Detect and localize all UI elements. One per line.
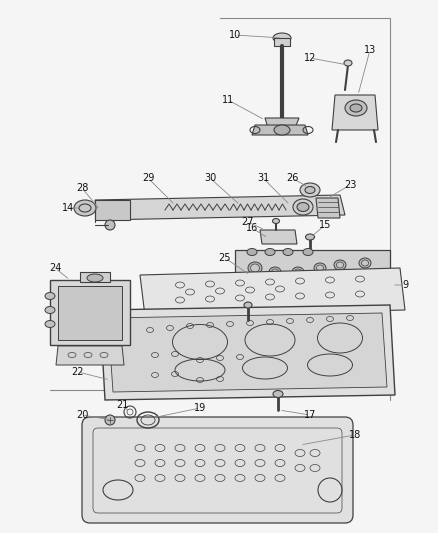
Ellipse shape: [360, 260, 367, 266]
Ellipse shape: [273, 125, 290, 135]
Ellipse shape: [292, 199, 312, 215]
Ellipse shape: [316, 265, 323, 271]
Ellipse shape: [45, 293, 55, 300]
Polygon shape: [331, 95, 377, 130]
Polygon shape: [100, 305, 394, 400]
FancyBboxPatch shape: [273, 38, 290, 46]
Ellipse shape: [250, 288, 259, 296]
Ellipse shape: [247, 286, 261, 298]
Ellipse shape: [271, 269, 278, 275]
Text: 31: 31: [256, 173, 268, 183]
Text: 19: 19: [194, 403, 206, 413]
Ellipse shape: [283, 248, 292, 255]
Ellipse shape: [336, 281, 343, 287]
Text: 18: 18: [348, 430, 360, 440]
Polygon shape: [50, 280, 130, 345]
Ellipse shape: [294, 269, 301, 275]
Polygon shape: [95, 195, 344, 220]
Polygon shape: [251, 125, 307, 135]
Text: 20: 20: [76, 410, 88, 420]
Text: 13: 13: [363, 45, 375, 55]
Ellipse shape: [302, 248, 312, 255]
Text: 29: 29: [141, 173, 154, 183]
Ellipse shape: [244, 302, 251, 308]
Polygon shape: [265, 118, 298, 128]
Text: 27: 27: [241, 217, 254, 227]
Ellipse shape: [313, 281, 325, 291]
Ellipse shape: [316, 283, 323, 289]
Ellipse shape: [272, 391, 283, 398]
Polygon shape: [95, 200, 130, 220]
Ellipse shape: [304, 187, 314, 193]
Text: 17: 17: [303, 410, 315, 420]
Circle shape: [105, 415, 115, 425]
Ellipse shape: [271, 287, 278, 293]
Text: 23: 23: [343, 180, 355, 190]
Text: 26: 26: [285, 173, 297, 183]
Ellipse shape: [349, 104, 361, 112]
Ellipse shape: [45, 306, 55, 313]
Ellipse shape: [262, 233, 276, 243]
Polygon shape: [315, 198, 339, 218]
Polygon shape: [58, 286, 122, 340]
Ellipse shape: [291, 267, 303, 277]
FancyBboxPatch shape: [82, 417, 352, 523]
Text: 11: 11: [221, 95, 233, 105]
Polygon shape: [259, 230, 297, 244]
Polygon shape: [140, 268, 404, 316]
Ellipse shape: [74, 200, 96, 216]
Text: 10: 10: [228, 30, 240, 40]
Ellipse shape: [343, 60, 351, 66]
Ellipse shape: [305, 234, 314, 240]
Ellipse shape: [291, 283, 303, 293]
Text: 15: 15: [318, 220, 330, 230]
Polygon shape: [80, 272, 110, 282]
Ellipse shape: [297, 203, 308, 212]
Ellipse shape: [299, 183, 319, 197]
Text: 9: 9: [401, 280, 407, 290]
Polygon shape: [56, 346, 124, 365]
Ellipse shape: [272, 219, 279, 223]
Text: 21: 21: [116, 400, 128, 410]
Ellipse shape: [344, 100, 366, 116]
Ellipse shape: [45, 320, 55, 327]
Polygon shape: [234, 250, 389, 310]
Ellipse shape: [268, 285, 280, 295]
Polygon shape: [108, 313, 386, 392]
Text: 28: 28: [76, 183, 88, 193]
Ellipse shape: [87, 274, 103, 282]
Ellipse shape: [358, 258, 370, 268]
Text: 16: 16: [245, 223, 258, 233]
Ellipse shape: [272, 33, 290, 43]
Circle shape: [105, 220, 115, 230]
Ellipse shape: [268, 267, 280, 277]
Ellipse shape: [333, 279, 345, 289]
Ellipse shape: [333, 260, 345, 270]
Text: 25: 25: [218, 253, 231, 263]
Ellipse shape: [294, 285, 301, 291]
Ellipse shape: [247, 248, 256, 255]
Ellipse shape: [313, 263, 325, 273]
Text: 12: 12: [303, 53, 315, 63]
Ellipse shape: [265, 248, 274, 255]
Text: 30: 30: [203, 173, 215, 183]
Ellipse shape: [247, 262, 261, 274]
Text: 22: 22: [71, 367, 84, 377]
Text: 24: 24: [49, 263, 61, 273]
Text: 14: 14: [62, 203, 74, 213]
Ellipse shape: [336, 262, 343, 268]
Ellipse shape: [250, 264, 259, 272]
